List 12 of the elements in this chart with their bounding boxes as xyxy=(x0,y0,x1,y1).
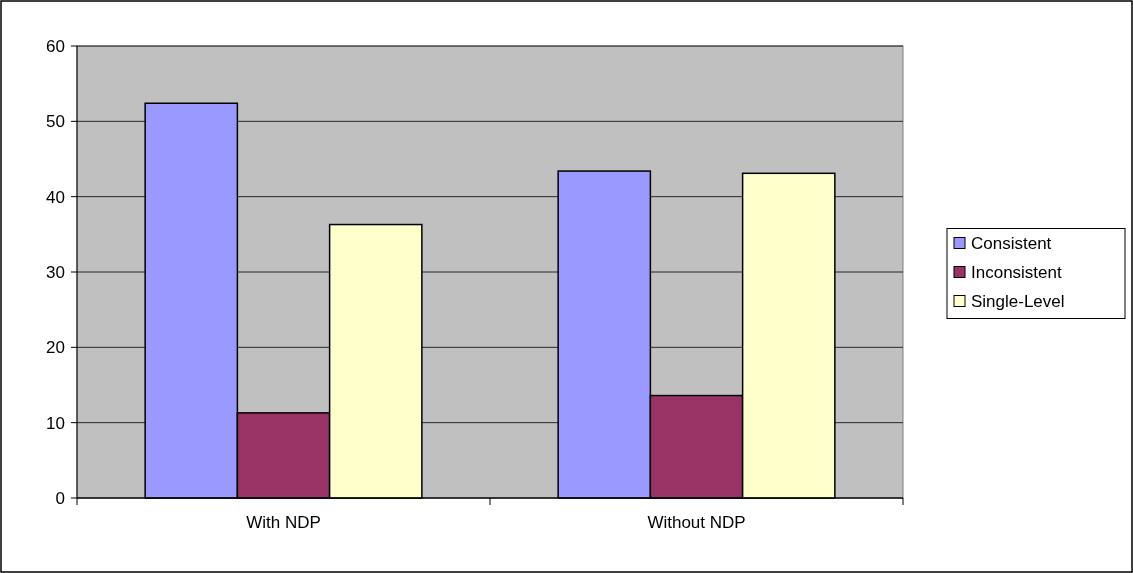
y-tick-label: 30 xyxy=(46,262,65,282)
y-tick-label: 10 xyxy=(46,413,65,433)
legend-label: Single-Level xyxy=(971,292,1065,312)
y-tick-label: 60 xyxy=(46,36,65,56)
y-tick-label: 50 xyxy=(46,112,65,132)
legend-label: Consistent xyxy=(971,234,1052,254)
legend-label: Inconsistent xyxy=(971,263,1062,283)
x-tick-label: With NDP xyxy=(246,513,321,532)
y-tick-label: 40 xyxy=(46,187,65,207)
y-tick-label: 0 xyxy=(55,488,65,508)
x-tick-label: Without NDP xyxy=(647,513,746,532)
y-tick-label: 20 xyxy=(46,338,65,358)
